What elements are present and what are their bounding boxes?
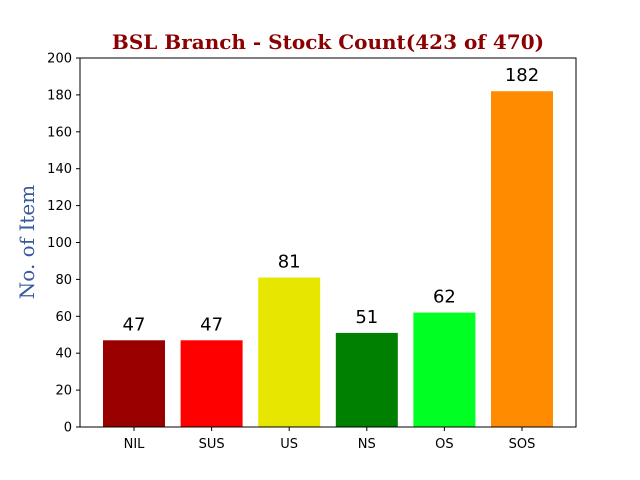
bar-sus — [180, 340, 243, 427]
y-tick-label: 180 — [47, 88, 72, 103]
bar-sos — [491, 91, 553, 428]
data-label: 47 — [200, 314, 223, 335]
x-tick-label: SUS — [199, 437, 225, 452]
data-label: 81 — [278, 252, 301, 273]
y-tick-label: 160 — [47, 125, 72, 140]
data-label: 47 — [123, 314, 146, 335]
bar-os — [413, 312, 476, 427]
y-tick-label: 140 — [47, 162, 72, 177]
y-tick-label: 20 — [55, 384, 72, 399]
y-axis-label: No. of Item — [15, 185, 39, 299]
data-label: 62 — [433, 287, 456, 308]
x-tick-label: OS — [435, 437, 453, 452]
axes-frame — [79, 57, 577, 428]
bar-ns — [335, 332, 398, 427]
y-tick-label: 120 — [47, 199, 72, 214]
bar-nil — [103, 340, 165, 427]
x-tick-label: NS — [358, 437, 376, 452]
x-tick-label: NIL — [124, 437, 146, 452]
y-tick-label: 60 — [55, 310, 72, 325]
y-tick-label: 200 — [47, 52, 72, 67]
y-tick-label: 100 — [47, 236, 72, 251]
data-label: 182 — [505, 65, 539, 86]
bar-us — [258, 277, 321, 427]
x-tick-label: SOS — [509, 437, 536, 452]
y-tick-label: 40 — [55, 347, 72, 362]
x-tick-label: US — [280, 437, 298, 452]
data-label: 51 — [355, 307, 378, 328]
plot-area: 0 20 40 60 80 100 120 140 160 180 200 47 NIL 47 SUS 81 U… — [47, 52, 553, 452]
chart-title: BSL Branch - Stock Count(423 of 470) — [112, 30, 544, 54]
y-tick-label: 0 — [64, 421, 72, 436]
y-tick-label: 80 — [55, 273, 72, 288]
